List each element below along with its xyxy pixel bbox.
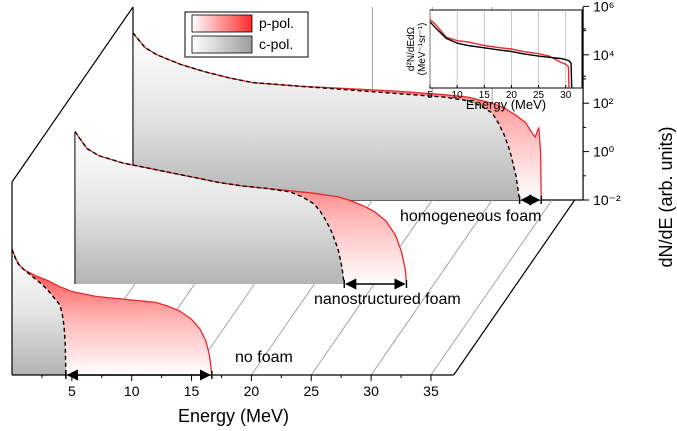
x-tick-label: 5 [68,383,76,399]
y-tick-label: 10⁻² [593,192,621,208]
top-left-depth-edge [11,6,134,183]
panel-homogeneous-foam [132,32,542,201]
p-pol-line [74,131,408,285]
inset-x-title: Energy (MeV) [466,97,546,112]
y-tick-label: 10⁰ [593,144,615,160]
axes: 5 10 15 20 25 30 35 10⁶ 10⁴ 10² 10⁰ 10⁻² [11,0,621,399]
panel-label-nanostructured: nanostructured foam [314,291,461,308]
floor-gridline [370,199,493,376]
c-pol-area [133,33,520,200]
y-tick-label: 10⁴ [593,47,615,63]
legend-label-c-pol: c-pol. [259,36,293,52]
p-pol-line [11,248,213,376]
c-pol-line [132,32,521,201]
spectra-panels [11,32,542,376]
panel-label-homogeneous: homogeneous foam [400,208,541,225]
inset-x-tick-label: 10 [452,90,464,101]
legend-swatch-p-pol [191,14,253,33]
panel-nanostructured-foam [74,131,408,285]
floor-gridline [430,199,553,376]
x-tick-label: 10 [124,383,140,399]
y-tick-label: 10⁶ [593,0,614,14]
legend-label-p-pol: p-pol. [259,15,294,31]
c-pol-area [74,131,345,284]
legend: p-pol. c-pol. [184,11,309,58]
inset-line [429,18,570,89]
y-tick-label: 10² [593,95,614,111]
x-tick-label: 35 [423,383,439,399]
inset-x-tick-label: 5 [427,90,433,101]
c-pol-area [12,249,66,375]
x-axis-title: Energy (MeV) [178,406,289,426]
inset-y-title-line: d²N/dEdΩ [406,26,417,71]
bracket-nanostructured-foam [343,278,408,290]
inset-y-title-line: (MeV⁻¹sr⁻¹) [417,23,428,76]
inset-line [429,21,573,89]
inset-x-tick-label: 20 [506,90,518,101]
x-tick-label: 15 [184,383,200,399]
x-tick-label: 25 [303,383,319,399]
y-axis-title: dN/dE (arb. units) [656,126,676,267]
panel-label-no-foam: no foam [235,349,293,366]
inset-y-title: d²N/dEdΩ(MeV⁻¹sr⁻¹) [406,23,428,76]
right-depth-edge [453,199,576,376]
legend-swatch-c-pol [191,35,253,54]
inset-chart: 5 10 15 20 25 30 Energy (MeV) d²N/dEdΩ(MeV⁻¹sr⁻… [406,9,586,112]
x-tick-label: 30 [363,383,379,399]
c-pol-line [74,131,345,285]
inset-x-tick-label: 25 [533,90,545,101]
inset-x-tick-label: 15 [479,90,491,101]
bracket-homogeneous-foam [518,194,542,206]
c-pol-line [11,248,67,376]
inset-x-tick-label: 30 [560,90,572,101]
x-tick-label: 20 [244,383,260,399]
